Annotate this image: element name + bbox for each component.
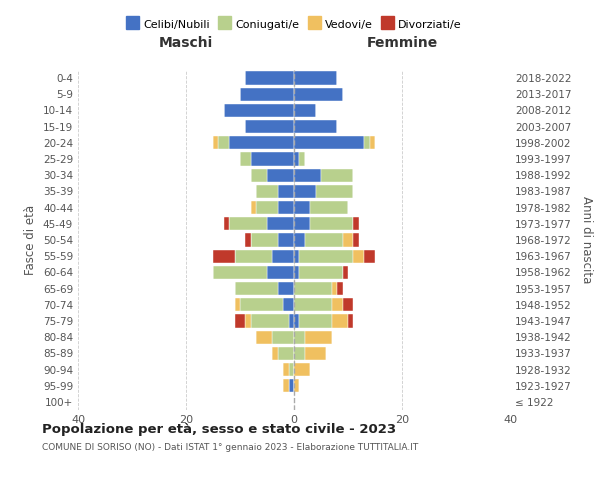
- Bar: [251, 201, 256, 214]
- Bar: [272, 346, 278, 360]
- Bar: [283, 298, 294, 312]
- Bar: [332, 298, 343, 312]
- Bar: [305, 346, 326, 360]
- Bar: [294, 88, 343, 101]
- Bar: [343, 234, 353, 246]
- Bar: [348, 314, 353, 328]
- Bar: [305, 330, 332, 344]
- Bar: [294, 104, 316, 117]
- Bar: [235, 298, 240, 312]
- Bar: [364, 136, 370, 149]
- Bar: [251, 168, 267, 182]
- Bar: [245, 314, 251, 328]
- Bar: [332, 282, 337, 295]
- Bar: [299, 250, 353, 263]
- Bar: [343, 298, 353, 312]
- Bar: [240, 88, 294, 101]
- Bar: [224, 217, 229, 230]
- Bar: [299, 152, 305, 166]
- Bar: [213, 136, 218, 149]
- Bar: [294, 266, 299, 279]
- Bar: [294, 152, 299, 166]
- Bar: [235, 314, 245, 328]
- Bar: [278, 346, 294, 360]
- Bar: [240, 152, 251, 166]
- Bar: [278, 201, 294, 214]
- Bar: [353, 217, 359, 230]
- Bar: [294, 72, 337, 85]
- Bar: [294, 234, 305, 246]
- Bar: [294, 330, 305, 344]
- Bar: [299, 314, 332, 328]
- Bar: [294, 282, 332, 295]
- Bar: [289, 314, 294, 328]
- Bar: [251, 152, 294, 166]
- Bar: [343, 266, 348, 279]
- Text: Popolazione per età, sesso e stato civile - 2023: Popolazione per età, sesso e stato civil…: [42, 422, 396, 436]
- Bar: [321, 168, 353, 182]
- Bar: [294, 314, 299, 328]
- Bar: [256, 330, 272, 344]
- Bar: [353, 250, 364, 263]
- Bar: [245, 120, 294, 134]
- Bar: [289, 363, 294, 376]
- Bar: [235, 250, 272, 263]
- Bar: [299, 266, 343, 279]
- Bar: [337, 282, 343, 295]
- Bar: [294, 298, 332, 312]
- Bar: [267, 266, 294, 279]
- Bar: [305, 234, 343, 246]
- Bar: [240, 298, 283, 312]
- Bar: [294, 379, 299, 392]
- Bar: [278, 185, 294, 198]
- Text: Femmine: Femmine: [367, 36, 437, 50]
- Bar: [364, 250, 375, 263]
- Bar: [289, 379, 294, 392]
- Bar: [218, 136, 229, 149]
- Bar: [213, 250, 235, 263]
- Bar: [294, 346, 305, 360]
- Bar: [294, 185, 316, 198]
- Bar: [235, 282, 278, 295]
- Bar: [267, 168, 294, 182]
- Bar: [278, 234, 294, 246]
- Bar: [294, 363, 310, 376]
- Text: Maschi: Maschi: [159, 36, 213, 50]
- Bar: [229, 217, 267, 230]
- Bar: [294, 250, 299, 263]
- Bar: [245, 72, 294, 85]
- Text: COMUNE DI SORISO (NO) - Dati ISTAT 1° gennaio 2023 - Elaborazione TUTTITALIA.IT: COMUNE DI SORISO (NO) - Dati ISTAT 1° ge…: [42, 442, 418, 452]
- Bar: [316, 185, 353, 198]
- Bar: [283, 379, 289, 392]
- Bar: [310, 217, 353, 230]
- Bar: [256, 201, 278, 214]
- Legend: Celibi/Nubili, Coniugati/e, Vedovi/e, Divorziati/e: Celibi/Nubili, Coniugati/e, Vedovi/e, Di…: [122, 14, 466, 34]
- Bar: [294, 168, 321, 182]
- Y-axis label: Anni di nascita: Anni di nascita: [580, 196, 593, 284]
- Bar: [294, 217, 310, 230]
- Bar: [294, 201, 310, 214]
- Bar: [294, 120, 337, 134]
- Bar: [278, 282, 294, 295]
- Y-axis label: Fasce di età: Fasce di età: [25, 205, 37, 275]
- Bar: [256, 185, 278, 198]
- Bar: [267, 217, 294, 230]
- Bar: [294, 136, 364, 149]
- Bar: [332, 314, 348, 328]
- Bar: [251, 234, 278, 246]
- Bar: [272, 330, 294, 344]
- Bar: [229, 136, 294, 149]
- Bar: [245, 234, 251, 246]
- Bar: [283, 363, 289, 376]
- Bar: [213, 266, 267, 279]
- Bar: [310, 201, 348, 214]
- Bar: [272, 250, 294, 263]
- Bar: [353, 234, 359, 246]
- Bar: [224, 104, 294, 117]
- Bar: [370, 136, 375, 149]
- Bar: [251, 314, 289, 328]
